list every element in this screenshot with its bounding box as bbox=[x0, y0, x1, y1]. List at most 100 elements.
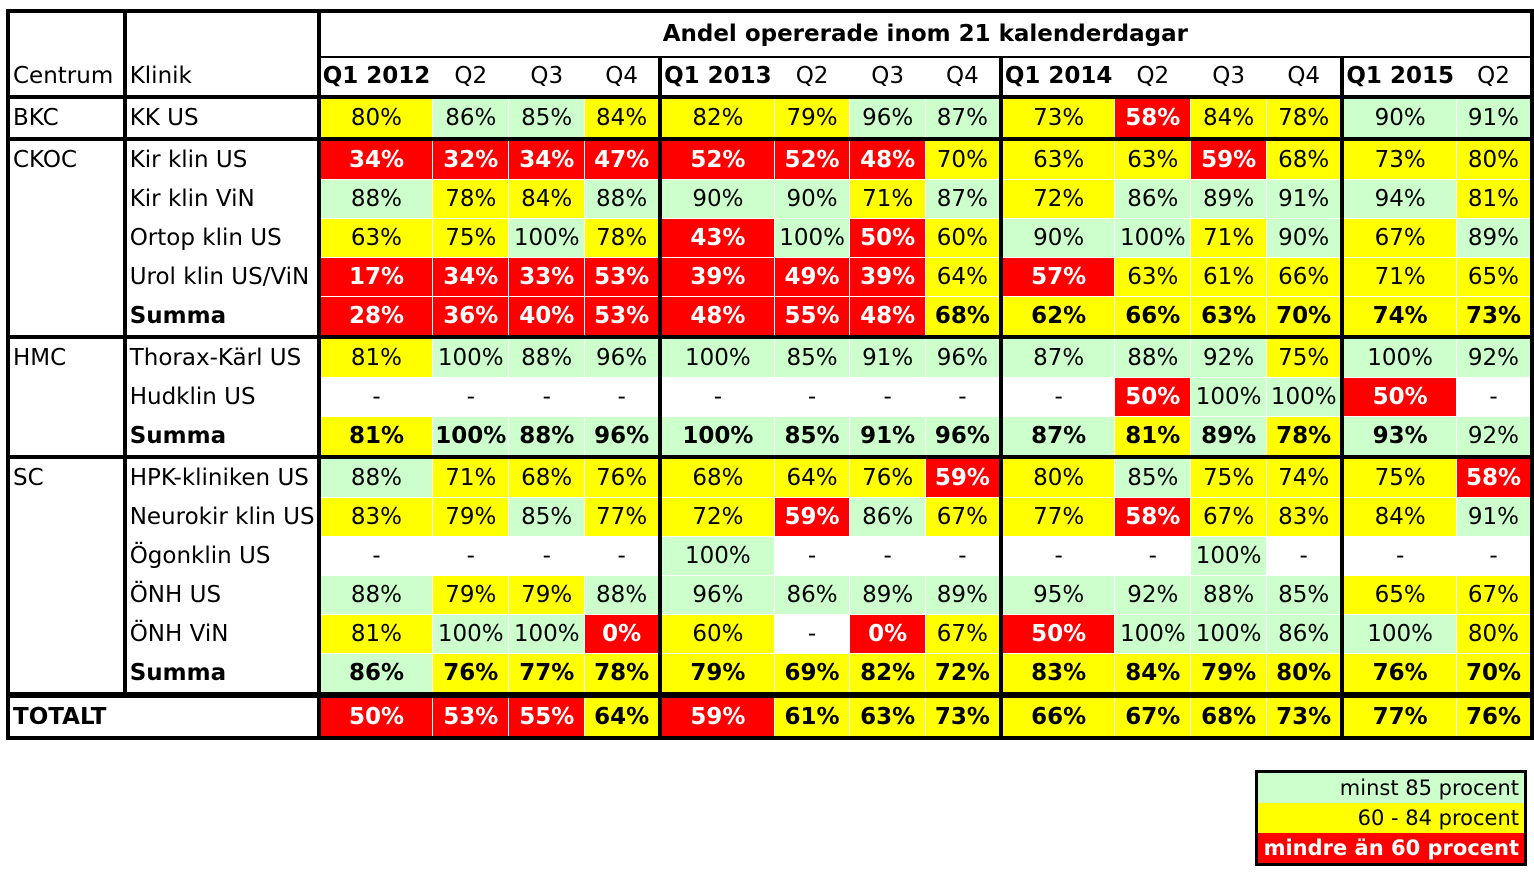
value-cell: 60% bbox=[658, 614, 775, 654]
table-row: BKC KK US 80% 86% 85% 84% 82% 79% 96% 87% 73% 58% 84… bbox=[6, 96, 1534, 141]
table-row: Summa 28% 36% 40% 53% 48% 55% 48% 68% 62% 66% 63% 70… bbox=[8, 296, 1534, 339]
centrum-header: Centrum bbox=[6, 9, 127, 99]
value-cell: 78% bbox=[1266, 416, 1343, 459]
value-cell: - bbox=[773, 536, 851, 576]
value-cell: 67% bbox=[924, 614, 1002, 654]
value-cell: 84% bbox=[1340, 497, 1457, 537]
value-cell: 39% bbox=[849, 257, 926, 297]
color-legend: minst 85 procent 60 - 84 procent mindre än… bbox=[1255, 770, 1527, 866]
value-cell: 61% bbox=[1190, 257, 1268, 297]
value-cell: 66% bbox=[1266, 257, 1343, 297]
value-cell: 81% bbox=[316, 416, 434, 459]
total-value-cell: 64% bbox=[584, 692, 661, 740]
value-cell: 40% bbox=[508, 296, 586, 339]
value-cell: 50% bbox=[1114, 377, 1192, 417]
table-row: Ortop klin US 63% 75% 100% 78% 43% 100% 50% 60% 9… bbox=[8, 218, 1534, 258]
value-cell: 96% bbox=[584, 336, 661, 378]
value-cell: 71% bbox=[432, 456, 510, 498]
value-cell: 79% bbox=[508, 575, 586, 615]
value-cell: 84% bbox=[584, 96, 661, 141]
value-cell: 63% bbox=[1114, 257, 1192, 297]
total-value-cell: 55% bbox=[508, 692, 586, 740]
legend-label: 60 - 84 procent bbox=[1256, 803, 1526, 833]
value-cell: 53% bbox=[584, 296, 661, 339]
value-cell: 64% bbox=[773, 456, 851, 498]
value-cell: 87% bbox=[924, 179, 1002, 219]
total-value-cell: 76% bbox=[1455, 692, 1534, 740]
value-cell: 100% bbox=[658, 336, 775, 378]
klinik-cell: Summa bbox=[124, 653, 321, 697]
quarter-header: Q4 bbox=[1266, 56, 1343, 99]
total-value-cell: 61% bbox=[773, 692, 851, 740]
legend-item: mindre än 60 procent bbox=[1256, 833, 1526, 865]
value-cell: 52% bbox=[773, 138, 851, 180]
value-cell: 39% bbox=[658, 257, 775, 297]
value-cell: 100% bbox=[1190, 614, 1268, 654]
value-cell: 100% bbox=[1340, 336, 1457, 378]
value-cell: 84% bbox=[1190, 96, 1268, 141]
total-value-cell: 66% bbox=[998, 692, 1116, 740]
value-cell: 86% bbox=[432, 96, 510, 141]
value-cell: 91% bbox=[849, 336, 926, 378]
value-cell: 85% bbox=[1266, 575, 1343, 615]
total-label: TOTALT bbox=[6, 692, 321, 740]
value-cell: 96% bbox=[584, 416, 661, 459]
value-cell: 85% bbox=[1114, 456, 1192, 498]
centrum-cell: BKC bbox=[6, 96, 127, 141]
quarter-header: Q2 bbox=[1114, 56, 1192, 99]
quarter-header: Q3 bbox=[1190, 56, 1268, 99]
value-cell: - bbox=[584, 377, 661, 417]
value-cell: 77% bbox=[998, 497, 1116, 537]
value-cell: 96% bbox=[658, 575, 775, 615]
value-cell: 83% bbox=[1266, 497, 1343, 537]
klinik-cell: ÖNH US bbox=[124, 575, 321, 615]
value-cell: 78% bbox=[584, 653, 661, 697]
value-cell: 64% bbox=[924, 257, 1002, 297]
value-cell: 68% bbox=[1266, 138, 1343, 180]
value-cell: - bbox=[584, 536, 661, 576]
value-cell: 90% bbox=[1266, 218, 1343, 258]
value-cell: 80% bbox=[1266, 653, 1343, 697]
value-cell: - bbox=[1455, 377, 1534, 417]
value-cell: 90% bbox=[1340, 96, 1457, 141]
quarter-header: Q2 bbox=[432, 56, 510, 99]
value-cell: 88% bbox=[1190, 575, 1268, 615]
value-cell: 50% bbox=[998, 614, 1116, 654]
total-value-cell: 68% bbox=[1190, 692, 1268, 740]
value-cell: 70% bbox=[1455, 653, 1534, 697]
value-cell: 89% bbox=[1190, 179, 1268, 219]
quarter-header: Q2 bbox=[1455, 56, 1534, 99]
value-cell: - bbox=[849, 377, 926, 417]
value-cell: 67% bbox=[1455, 575, 1534, 615]
value-cell: 81% bbox=[316, 614, 434, 654]
value-cell: 90% bbox=[998, 218, 1116, 258]
table-row: Summa 81% 100% 88% 96% 100% 85% 91% 96% 87% 81% 89%… bbox=[8, 416, 1534, 459]
quarter-header: Q3 bbox=[849, 56, 926, 99]
value-cell: - bbox=[1340, 536, 1457, 576]
value-cell: 100% bbox=[1266, 377, 1343, 417]
value-cell: 50% bbox=[849, 218, 926, 258]
quarter-header: Q1 2012 bbox=[316, 56, 434, 99]
value-cell: 84% bbox=[508, 179, 586, 219]
value-cell: 84% bbox=[1114, 653, 1192, 697]
total-value-cell: 73% bbox=[924, 692, 1002, 740]
value-cell: 34% bbox=[508, 138, 586, 180]
value-cell: - bbox=[432, 536, 510, 576]
table-row: Urol klin US/ViN 17% 34% 33% 53% 39% 49% 39% 64%… bbox=[8, 257, 1534, 297]
quarter-header: Q2 bbox=[773, 56, 851, 99]
value-cell: - bbox=[316, 536, 434, 576]
value-cell: 80% bbox=[1455, 138, 1534, 180]
value-cell: 86% bbox=[1114, 179, 1192, 219]
table-row: ÖNH US 88% 79% 79% 88% 96% 86% 89% 89% 95% 92% 88% 8… bbox=[8, 575, 1534, 615]
value-cell: 49% bbox=[773, 257, 851, 297]
value-cell: 72% bbox=[924, 653, 1002, 697]
value-cell: 83% bbox=[316, 497, 434, 537]
value-cell: - bbox=[1114, 536, 1192, 576]
table-row: HMC Thorax-Kärl US 81% 100% 88% 96% 100% 85% 91%… bbox=[6, 336, 1534, 459]
value-cell: 89% bbox=[849, 575, 926, 615]
value-cell: 58% bbox=[1455, 456, 1534, 498]
value-cell: 75% bbox=[1190, 456, 1268, 498]
results-table: Centrum Klinik Andel opererade inom 21 kal… bbox=[6, 9, 1534, 740]
value-cell: 34% bbox=[316, 138, 434, 180]
value-cell: 48% bbox=[849, 296, 926, 339]
